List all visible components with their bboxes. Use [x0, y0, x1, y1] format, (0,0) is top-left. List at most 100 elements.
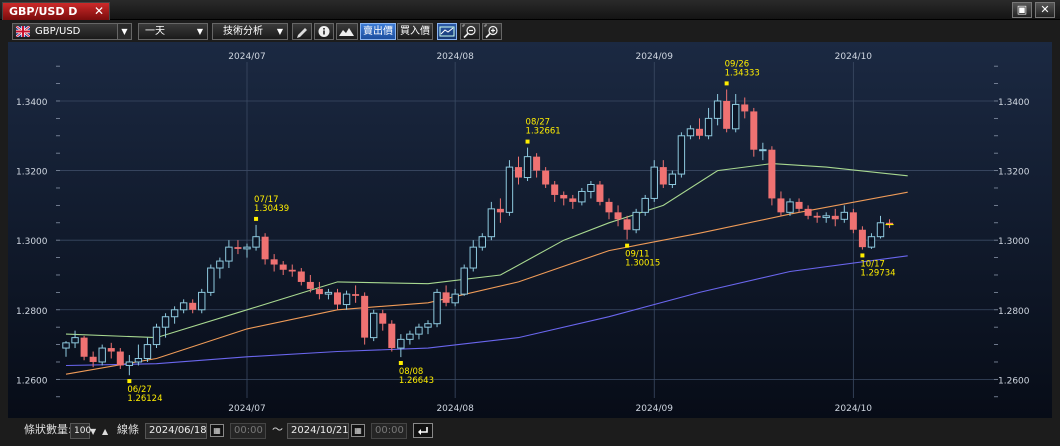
- candle-body: [315, 288, 323, 295]
- tab-close-icon[interactable]: ✕: [93, 4, 104, 18]
- bars-increase-icon[interactable]: ▲: [102, 427, 109, 436]
- candle-body: [632, 211, 640, 231]
- candle: [334, 288, 341, 310]
- info-button[interactable]: [314, 23, 334, 40]
- annotation-date: 07/17: [254, 195, 278, 205]
- calendar-icon[interactable]: ▦: [210, 424, 224, 437]
- candlestick-chart[interactable]: 1.2600 1.2600 1.2800 1.2800 1.3000 1.3000 1.32…: [8, 42, 1052, 418]
- candle: [152, 323, 161, 349]
- candle-body: [152, 326, 161, 346]
- candle-body: [677, 135, 686, 175]
- candle-body: [659, 167, 667, 185]
- candle: [388, 320, 396, 352]
- candle: [858, 226, 866, 250]
- bid-price-button[interactable]: 賣出價: [360, 23, 396, 40]
- to-date-field[interactable]: 2024/10/21: [287, 423, 349, 439]
- x-tick-label-bottom: 2024/07: [228, 404, 265, 414]
- annotation-date: 06/27: [127, 385, 152, 395]
- ask-price-button[interactable]: 買入價: [397, 23, 433, 40]
- y-tick-label-right: 1.2600: [998, 376, 1030, 386]
- candle-body: [696, 128, 703, 136]
- candle-body: [596, 184, 604, 202]
- candle: [614, 205, 622, 227]
- close-window-icon[interactable]: ✕: [1035, 2, 1055, 18]
- candle: [560, 191, 568, 206]
- restore-window-icon[interactable]: ▣: [1012, 2, 1032, 18]
- candle-body: [858, 229, 866, 248]
- reset-button[interactable]: [413, 423, 433, 438]
- candle-body: [198, 291, 206, 311]
- zoom-out-button[interactable]: [460, 23, 480, 40]
- bars-count-input[interactable]: 100: [70, 423, 91, 439]
- extreme-marker: [127, 379, 132, 384]
- draw-tool-button[interactable]: [292, 23, 312, 40]
- candle-body: [279, 264, 287, 270]
- annotation-value: 1.29734: [860, 268, 895, 278]
- candle: [216, 257, 224, 279]
- candle-body: [704, 117, 713, 137]
- chart-container[interactable]: 1.2600 1.2600 1.2800 1.2800 1.3000 1.3000 1.32…: [8, 42, 1052, 418]
- candle-body: [252, 236, 260, 248]
- chart-type-button[interactable]: [336, 23, 358, 40]
- bars-decrease-icon[interactable]: ▼: [90, 427, 97, 436]
- candle: [397, 334, 405, 358]
- candle-body: [741, 104, 749, 112]
- annotation-value: 1.30439: [254, 204, 289, 214]
- annotation-value: 1.26643: [399, 376, 434, 386]
- candle: [487, 201, 496, 241]
- candle: [71, 330, 79, 349]
- candle-body: [786, 201, 794, 213]
- from-date-field[interactable]: 2024/06/18: [145, 423, 207, 439]
- from-time-field[interactable]: 00:00: [230, 423, 266, 439]
- y-tick-label-left: 1.3000: [16, 237, 48, 247]
- candle-body: [668, 173, 677, 185]
- window-titlebar: GBP/USD D ✕ ▣ ✕: [0, 0, 1060, 20]
- candle: [886, 219, 894, 228]
- zoom-in-button[interactable]: [482, 23, 502, 40]
- to-time-field[interactable]: 00:00: [371, 423, 407, 439]
- analysis-dropdown[interactable]: 技術分析 ▼: [212, 23, 288, 40]
- candle-body: [89, 356, 97, 362]
- candle: [623, 215, 631, 240]
- extreme-annotation: 09/261.34333: [724, 59, 760, 86]
- candle-body: [650, 166, 658, 199]
- candle: [207, 264, 215, 296]
- candle: [469, 240, 477, 272]
- candle-body: [261, 236, 269, 260]
- price-line-icon: [439, 26, 455, 37]
- symbol-dropdown[interactable]: GBP/USD ▼: [12, 23, 132, 40]
- candle-body: [442, 292, 450, 303]
- candle: [533, 153, 541, 178]
- candle: [460, 264, 468, 296]
- candle-body: [424, 323, 432, 328]
- candle-body: [759, 149, 767, 152]
- y-tick-label-right: 1.3200: [998, 168, 1030, 178]
- candle: [777, 191, 785, 216]
- candle-body: [813, 215, 821, 218]
- candle-body: [225, 246, 233, 262]
- candle: [433, 288, 441, 328]
- candle-body: [379, 313, 387, 324]
- y-tick-label-left: 1.3200: [16, 168, 48, 178]
- annotation-date: 10/17: [860, 259, 885, 269]
- candle: [768, 146, 776, 206]
- candle: [80, 335, 88, 361]
- candle: [795, 198, 803, 213]
- candle: [876, 215, 885, 239]
- candle-body: [388, 323, 396, 349]
- calendar-icon[interactable]: ▦: [351, 424, 365, 437]
- chart-tab[interactable]: GBP/USD D ✕: [2, 2, 110, 20]
- candle: [342, 290, 351, 310]
- period-dropdown[interactable]: 一天 ▼: [138, 23, 208, 40]
- candle-body: [804, 208, 812, 216]
- candle: [867, 233, 876, 249]
- extreme-marker: [254, 216, 259, 221]
- candle-body: [623, 219, 631, 230]
- ask-price-label: 買入價: [400, 26, 430, 37]
- price-line-button[interactable]: [437, 23, 457, 40]
- candle-body: [134, 358, 143, 363]
- candle-body: [542, 170, 550, 185]
- candle: [315, 281, 323, 300]
- candle: [542, 167, 550, 188]
- range-tilde: ～: [272, 423, 283, 436]
